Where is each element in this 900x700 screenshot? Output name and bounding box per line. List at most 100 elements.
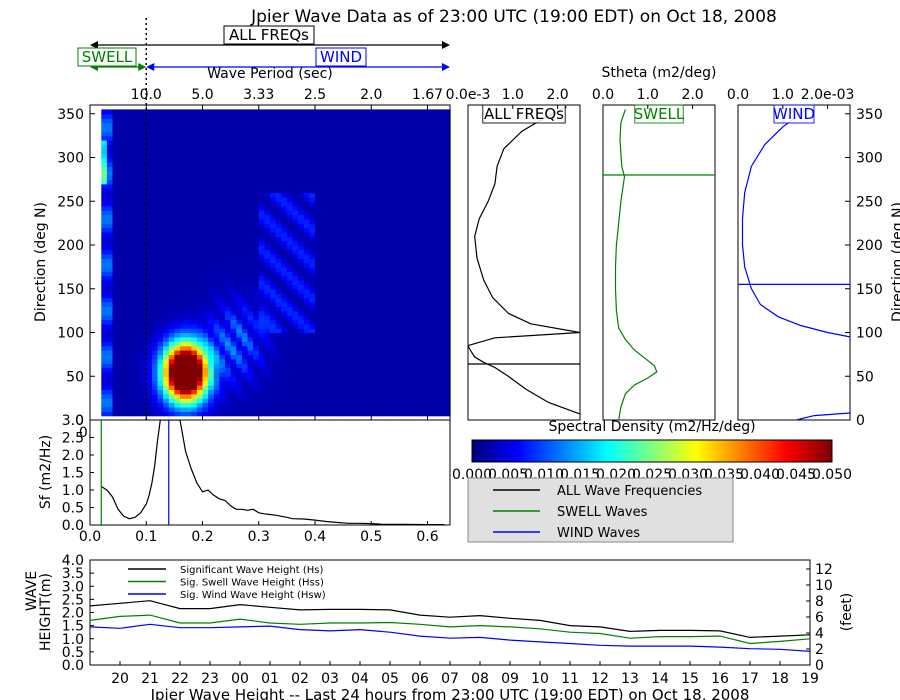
heatmap-cell: [376, 179, 384, 185]
heatmap-cell: [202, 406, 209, 412]
heatmap-cell: [371, 214, 378, 220]
heatmap-cell: [421, 236, 429, 242]
heatmap-cell: [185, 144, 192, 150]
heatmap-cell: [106, 157, 114, 163]
heatmap-cell: [247, 345, 254, 351]
heatmap-cell: [219, 179, 226, 185]
heatmap-cell: [421, 275, 429, 281]
heatmap-cell: [258, 323, 265, 329]
heatmap-cell: [337, 188, 344, 194]
heatmap-cell: [202, 332, 209, 338]
colorbar-segment: [592, 440, 596, 462]
colorbar-segment: [706, 440, 710, 462]
heatmap-cell: [196, 170, 204, 176]
heatmap-cell: [388, 170, 395, 176]
heatmap-cell: [399, 341, 406, 347]
heatmap-cell: [157, 380, 164, 386]
heatmap-cell: [213, 358, 220, 364]
heatmap-cell: [140, 284, 147, 290]
heatmap-cell: [444, 205, 451, 211]
frequency-spectrum-chart: 0.00.51.01.52.02.53.00.0 0.1 0.2 0.3 0.4 0.5 0…: [38, 413, 451, 545]
heatmap-cell: [230, 341, 237, 347]
heatmap-cell: [230, 166, 237, 172]
heatmap-cell: [320, 157, 327, 163]
heatmap-cell: [410, 166, 417, 172]
heatmap-cell: [270, 306, 277, 312]
heatmap-cell: [118, 249, 125, 255]
heatmap-cell: [348, 319, 355, 325]
heatmap-cell: [258, 245, 265, 250]
heatmap-cell: [286, 363, 294, 369]
heatmap-cell: [225, 192, 232, 198]
heatmap-cell: [309, 411, 316, 417]
heatmap-cell: [438, 345, 445, 351]
heatmap-cell: [106, 350, 114, 355]
heatmap-cell: [180, 188, 187, 194]
heatmap-cell: [270, 214, 277, 220]
heatmap-cell: [253, 170, 260, 176]
colorbar-segment: [694, 440, 698, 462]
heatmap-cell: [281, 192, 288, 198]
heatmap-cell: [388, 245, 395, 250]
heatmap-cell: [331, 266, 339, 272]
heatmap-cell: [135, 118, 142, 124]
heatmap-cell: [247, 411, 254, 417]
heatmap-cell: [382, 188, 389, 194]
heatmap-cell: [360, 315, 367, 320]
heatmap-cell: [331, 253, 339, 259]
heatmap-cell: [140, 183, 147, 189]
heatmap-cell: [101, 367, 108, 373]
heatmap-cell: [315, 288, 322, 294]
heatmap-cell: [196, 323, 204, 329]
heatmap-cell: [174, 367, 181, 373]
heatmap-cell: [241, 341, 249, 347]
all-freq-label-box: [223, 25, 315, 45]
heatmap-cell: [399, 376, 406, 382]
heatmap-cell: [106, 201, 114, 207]
heatmap-cell: [118, 166, 125, 172]
heatmap-cell: [129, 319, 136, 325]
heatmap-cell: [410, 179, 417, 185]
heatmap-cell: [118, 315, 125, 320]
heatmap-cell: [247, 323, 254, 329]
heatmap-cell: [219, 109, 226, 115]
heatmap-cell: [135, 297, 142, 303]
heatmap-cell: [326, 380, 333, 386]
heatmap-cell: [230, 275, 237, 281]
heatmap-cell: [253, 231, 260, 237]
heatmap-cell: [315, 262, 322, 268]
heatmap-cell: [185, 354, 192, 360]
heatmap-cell: [135, 188, 142, 194]
heatmap-cell: [298, 367, 305, 373]
heatmap-cell: [416, 161, 423, 167]
heatmap-cell: [151, 406, 159, 412]
spectrum-x-tick-label: 0.6: [416, 529, 438, 545]
heatmap-cell: [253, 245, 260, 250]
heatmap-cell: [123, 315, 130, 320]
heatmap-cell: [191, 389, 198, 395]
heatmap-cell: [326, 153, 333, 159]
heatmap-cell: [163, 319, 170, 325]
heatmap-cell: [168, 350, 175, 355]
heatmap-cell: [320, 280, 327, 285]
heatmap-cell: [241, 266, 249, 272]
heatmap-cell: [275, 271, 282, 277]
heatmap-cell: [326, 341, 333, 347]
heatmap-cell: [174, 345, 181, 351]
heatmap-cell: [236, 135, 243, 141]
heatmap-cell: [196, 393, 204, 399]
heatmap-cell: [393, 284, 400, 290]
heatmap-cell: [393, 266, 400, 272]
heatmap-cell: [337, 389, 344, 395]
heatmap-cell: [191, 354, 198, 360]
heatmap-cell: [123, 345, 130, 351]
heatmap-cell: [281, 319, 288, 325]
heatmap-cell: [118, 231, 125, 237]
heatmap-cell: [196, 280, 204, 285]
heatmap-cell: [202, 227, 209, 233]
heatmap-cell: [247, 271, 254, 277]
heatmap-cell: [275, 205, 282, 211]
heatmap-cell: [388, 161, 395, 167]
heatmap-cell: [382, 402, 389, 408]
heatmap-cell: [365, 293, 372, 299]
